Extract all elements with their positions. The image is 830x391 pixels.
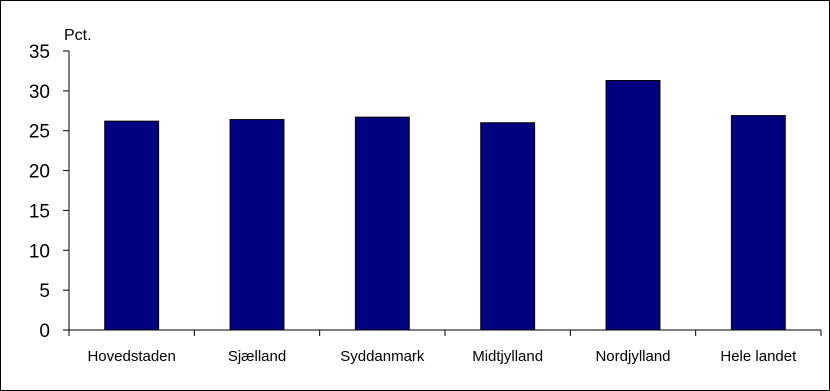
bar-hovedstaden — [104, 120, 160, 331]
x-category-label: Hovedstaden — [87, 348, 175, 365]
y-tick-label: 0 — [39, 321, 50, 342]
bar-syddanmark — [354, 116, 410, 331]
category-labels: Hovedstaden Sjælland Syddanmark Midtjylland… — [87, 348, 797, 365]
y-tick-label: 20 — [29, 162, 50, 183]
x-category-label: Hele landet — [720, 348, 797, 365]
x-category-label: Syddanmark — [340, 348, 425, 365]
bar-sjælland — [229, 119, 285, 331]
y-axis-unit-label: Pct. — [64, 27, 92, 44]
x-category-label: Midtjylland — [472, 348, 543, 365]
x-axis — [68, 329, 822, 336]
bar-hele-landet — [730, 115, 786, 331]
bar-nordjylland — [605, 79, 661, 331]
y-tick-label: 25 — [29, 122, 50, 143]
y-tick-label: 5 — [39, 281, 50, 302]
x-category-label: Sjælland — [228, 348, 286, 365]
x-category-label: Nordjylland — [595, 348, 670, 365]
y-tick-label: 35 — [29, 42, 50, 63]
bars — [104, 79, 786, 331]
y-tick-label: 10 — [29, 241, 50, 262]
y-tick-label: 30 — [29, 82, 50, 103]
y-axis: 0 5 10 15 20 25 30 35 — [29, 42, 70, 342]
y-tick-label: 15 — [29, 201, 50, 222]
bar-midtjylland — [480, 122, 536, 331]
